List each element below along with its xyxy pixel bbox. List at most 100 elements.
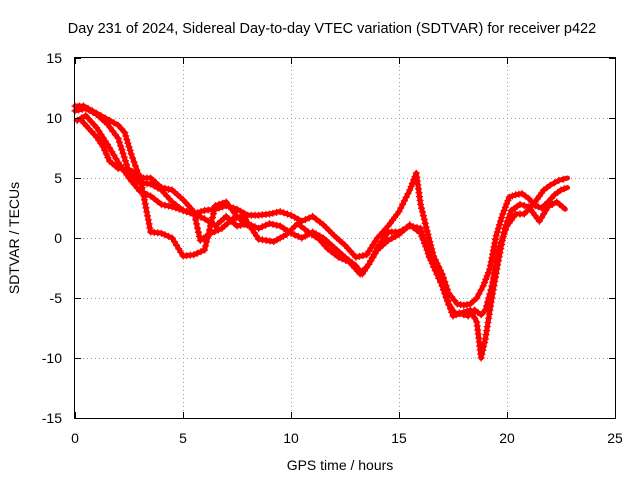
data-point xyxy=(510,209,513,212)
data-point xyxy=(149,182,152,186)
data-point xyxy=(322,236,325,240)
data-point xyxy=(358,272,362,276)
data-point xyxy=(540,206,543,210)
data-point xyxy=(160,186,163,189)
data-point xyxy=(285,233,288,236)
data-point xyxy=(138,174,141,177)
data-point xyxy=(257,238,260,241)
data-point xyxy=(479,356,483,360)
data-point xyxy=(469,302,472,306)
data-point xyxy=(462,304,465,307)
data-point xyxy=(533,200,537,204)
data-point xyxy=(225,200,228,204)
data-point xyxy=(235,224,239,228)
y-tick-label: -5 xyxy=(50,290,63,306)
data-point xyxy=(419,203,422,206)
x-tick-label: 25 xyxy=(607,430,623,446)
x-tick-label: 10 xyxy=(283,430,299,446)
data-point xyxy=(475,320,478,324)
data-point xyxy=(415,172,418,175)
y-tick-label: -15 xyxy=(42,410,62,426)
data-point xyxy=(75,119,79,122)
data-point xyxy=(387,224,390,228)
x-tick-label: 20 xyxy=(499,430,515,446)
data-point xyxy=(484,337,487,340)
data-point xyxy=(220,227,224,230)
data-point xyxy=(326,247,329,250)
data-point xyxy=(507,196,511,199)
data-point xyxy=(419,227,422,230)
data-point xyxy=(322,223,325,226)
data-point xyxy=(441,272,444,276)
data-point xyxy=(397,210,401,213)
data-point xyxy=(257,214,260,217)
data-point xyxy=(523,212,526,216)
data-point xyxy=(108,119,111,122)
data-point xyxy=(268,222,271,225)
data-point xyxy=(425,229,429,232)
data-point xyxy=(279,224,282,228)
data-point xyxy=(296,222,299,225)
data-point xyxy=(490,284,494,288)
data-point xyxy=(214,224,217,228)
data-point xyxy=(127,168,131,171)
data-point xyxy=(408,224,411,228)
data-point xyxy=(84,114,88,117)
data-point xyxy=(484,308,487,312)
data-point xyxy=(101,145,105,148)
data-point xyxy=(456,302,459,306)
y-tick-label: 5 xyxy=(54,170,62,186)
data-point xyxy=(268,212,271,216)
series-layer xyxy=(71,102,570,362)
data-point xyxy=(300,220,303,223)
data-point xyxy=(408,188,411,192)
data-point xyxy=(559,188,563,192)
series-track-4 xyxy=(78,116,251,260)
data-point xyxy=(546,200,550,204)
data-point xyxy=(80,119,83,122)
data-point xyxy=(542,188,545,192)
data-point xyxy=(458,312,461,315)
data-point xyxy=(192,210,195,213)
data-point xyxy=(192,253,195,256)
data-point xyxy=(289,214,293,217)
data-point xyxy=(91,109,94,113)
data-point xyxy=(546,205,550,208)
axis-ticks: 0 5 10 15 20 25 -15 -10 -5 0 5 10 15 xyxy=(42,50,623,446)
y-tick-label: -10 xyxy=(42,350,62,366)
data-point xyxy=(376,236,379,240)
data-point xyxy=(181,198,185,201)
data-point xyxy=(527,197,530,200)
data-point xyxy=(231,217,234,220)
data-point xyxy=(397,230,401,234)
series-track-2 xyxy=(73,112,568,362)
data-point xyxy=(203,217,206,220)
data-point xyxy=(553,193,556,196)
data-point xyxy=(203,248,206,252)
data-point xyxy=(365,253,368,256)
data-point xyxy=(235,215,239,218)
data-point xyxy=(475,296,478,300)
data-point xyxy=(117,167,120,170)
data-point xyxy=(501,212,504,216)
data-point xyxy=(95,126,98,129)
data-point xyxy=(95,136,98,139)
data-point xyxy=(387,230,390,234)
data-point xyxy=(149,194,152,198)
data-point xyxy=(333,246,336,249)
x-tick-label: 5 xyxy=(179,430,187,446)
data-point xyxy=(108,160,111,163)
data-point xyxy=(376,246,379,249)
x-axis-label: GPS time / hours xyxy=(287,457,394,473)
data-point xyxy=(538,220,541,223)
data-point xyxy=(257,227,260,230)
chart-title: Day 231 of 2024, Sidereal Day-to-day VTE… xyxy=(68,21,596,37)
data-point xyxy=(311,215,314,218)
data-point xyxy=(199,239,202,242)
series-trace xyxy=(74,113,568,361)
data-point xyxy=(181,254,185,258)
data-point xyxy=(566,186,569,189)
grid xyxy=(75,58,615,418)
data-point xyxy=(203,209,206,212)
